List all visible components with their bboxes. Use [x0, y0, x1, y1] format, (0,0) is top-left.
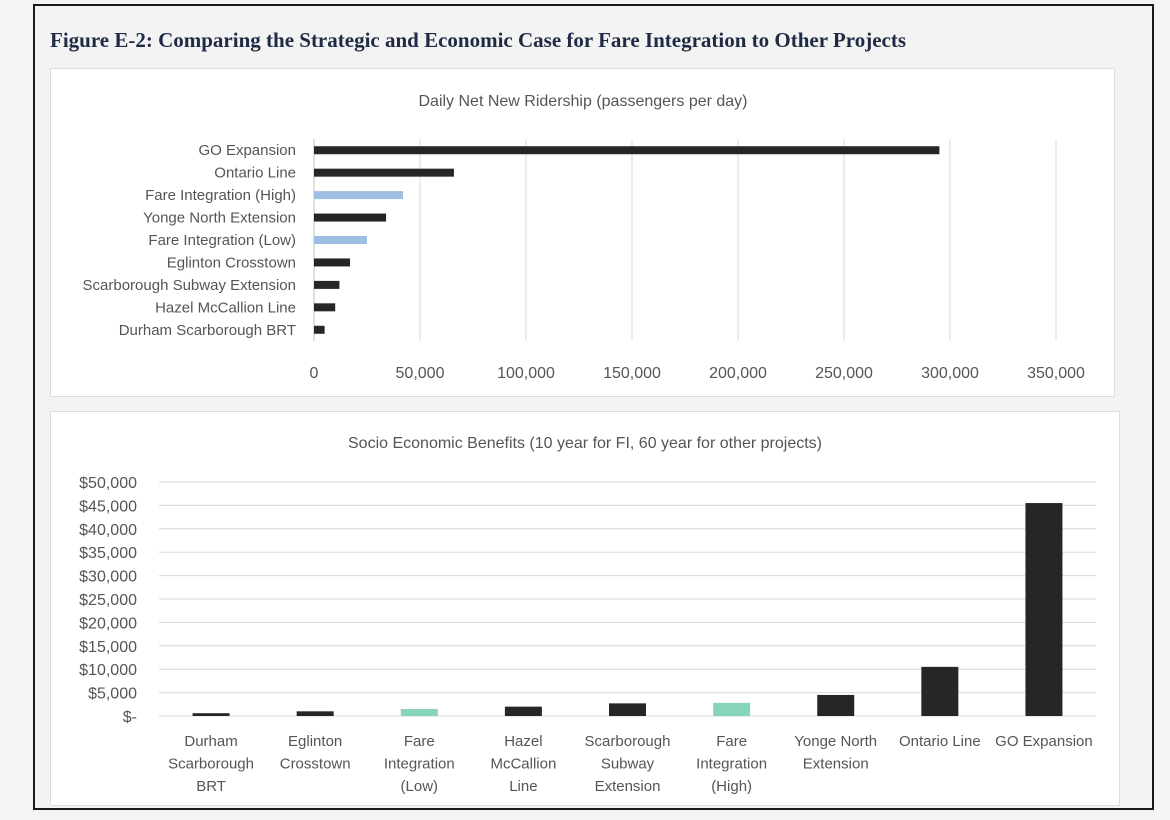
category-label: Scarborough Subway Extension [585, 733, 671, 795]
category-label: Eglinton Crosstown [280, 733, 351, 773]
x-tick-label: 250,000 [815, 365, 873, 382]
benefits-chart: Socio Economic Benefits (10 year for FI,… [79, 435, 1096, 795]
bar [314, 258, 351, 267]
ridership-chart-panel: Daily Net New Ridership (passengers per … [50, 68, 1115, 397]
y-tick-label: $40,000 [79, 522, 137, 539]
chart-title: Socio Economic Benefits (10 year for FI,… [348, 435, 822, 452]
category-label: Scarborough Subway Extension [83, 277, 296, 294]
category-label-line: Line [509, 778, 537, 795]
category-label-line: Crosstown [280, 756, 351, 773]
category-label-line: Durham [184, 733, 237, 750]
bar [314, 213, 387, 222]
figure-title: Figure E-2: Comparing the Strategic and … [50, 28, 906, 52]
y-tick-label: $15,000 [79, 639, 137, 656]
category-label: Durham Scarborough BRT [168, 733, 254, 795]
column-bar [817, 694, 855, 716]
y-tick-label: $25,000 [79, 592, 137, 609]
x-tick-label: 200,000 [709, 365, 767, 382]
bar [314, 325, 325, 334]
category-label: Yonge North Extension [143, 210, 296, 227]
benefits-chart-panel: Socio Economic Benefits (10 year for FI,… [50, 411, 1120, 806]
category-label-line: Fare [404, 733, 435, 750]
bar [314, 146, 940, 155]
y-tick-label: $5,000 [88, 686, 137, 703]
bar [314, 236, 367, 244]
column-bar [504, 706, 542, 716]
column-bar [400, 708, 438, 716]
category-label-line: Integration [384, 756, 455, 773]
category-label: Durham Scarborough BRT [119, 322, 296, 339]
category-label-line: (High) [711, 778, 752, 795]
y-tick-label: $20,000 [79, 615, 137, 632]
y-tick-label: $45,000 [79, 498, 137, 515]
category-label: GO Expansion [198, 142, 296, 159]
category-label-line: (Low) [401, 778, 439, 795]
category-label-line: Scarborough [168, 756, 254, 773]
category-label-line: Extension [803, 756, 869, 773]
y-tick-label: $35,000 [79, 545, 137, 562]
category-label-line: Subway [601, 756, 655, 773]
category-label: Ontario Line [214, 165, 296, 182]
category-label-line: Integration [696, 756, 767, 773]
y-tick-label: $10,000 [79, 662, 137, 679]
category-label-line: Scarborough [585, 733, 671, 750]
x-tick-label: 350,000 [1027, 365, 1085, 382]
category-label: Fare Integration (High) [696, 733, 767, 795]
column-bar [713, 702, 751, 716]
category-label-line: McCallion [490, 756, 556, 773]
y-tick-label: $- [123, 709, 137, 726]
category-label-line: Ontario Line [899, 733, 981, 750]
bar [314, 191, 404, 200]
x-tick-label: 50,000 [396, 365, 445, 382]
category-label-line: Extension [595, 778, 661, 795]
category-label-line: BRT [196, 778, 226, 795]
y-tick-label: $30,000 [79, 569, 137, 586]
category-label-line: Yonge North [794, 733, 877, 750]
category-label: Fare Integration (Low) [384, 733, 455, 795]
category-label: Hazel McCallion Line [490, 733, 556, 795]
x-tick-label: 150,000 [603, 365, 661, 382]
column-bar [1025, 503, 1063, 716]
category-label: Fare Integration (Low) [148, 232, 296, 249]
category-label: Yonge North Extension [794, 733, 877, 773]
category-label: Eglinton Crosstown [167, 254, 296, 271]
x-tick-label: 100,000 [497, 365, 555, 382]
x-tick-label: 300,000 [921, 365, 979, 382]
chart-title: Daily Net New Ridership (passengers per … [418, 93, 747, 110]
ridership-chart: Daily Net New Ridership (passengers per … [83, 93, 1085, 382]
bar [314, 168, 454, 177]
bar [314, 303, 336, 312]
category-label: Ontario Line [899, 733, 981, 750]
category-label-line: Fare [716, 733, 747, 750]
category-label: Hazel McCallion Line [155, 299, 296, 316]
category-label-line: Hazel [504, 733, 542, 750]
column-bar [296, 711, 334, 716]
y-tick-label: $50,000 [79, 475, 137, 492]
category-label-line: Eglinton [288, 733, 342, 750]
column-bar [921, 666, 959, 716]
category-label: GO Expansion [995, 733, 1093, 750]
column-bar [192, 713, 230, 716]
column-bar [609, 703, 646, 716]
category-label-line: GO Expansion [995, 733, 1093, 750]
x-tick-label: 0 [310, 365, 319, 382]
bar [314, 280, 340, 289]
category-label: Fare Integration (High) [145, 187, 296, 204]
